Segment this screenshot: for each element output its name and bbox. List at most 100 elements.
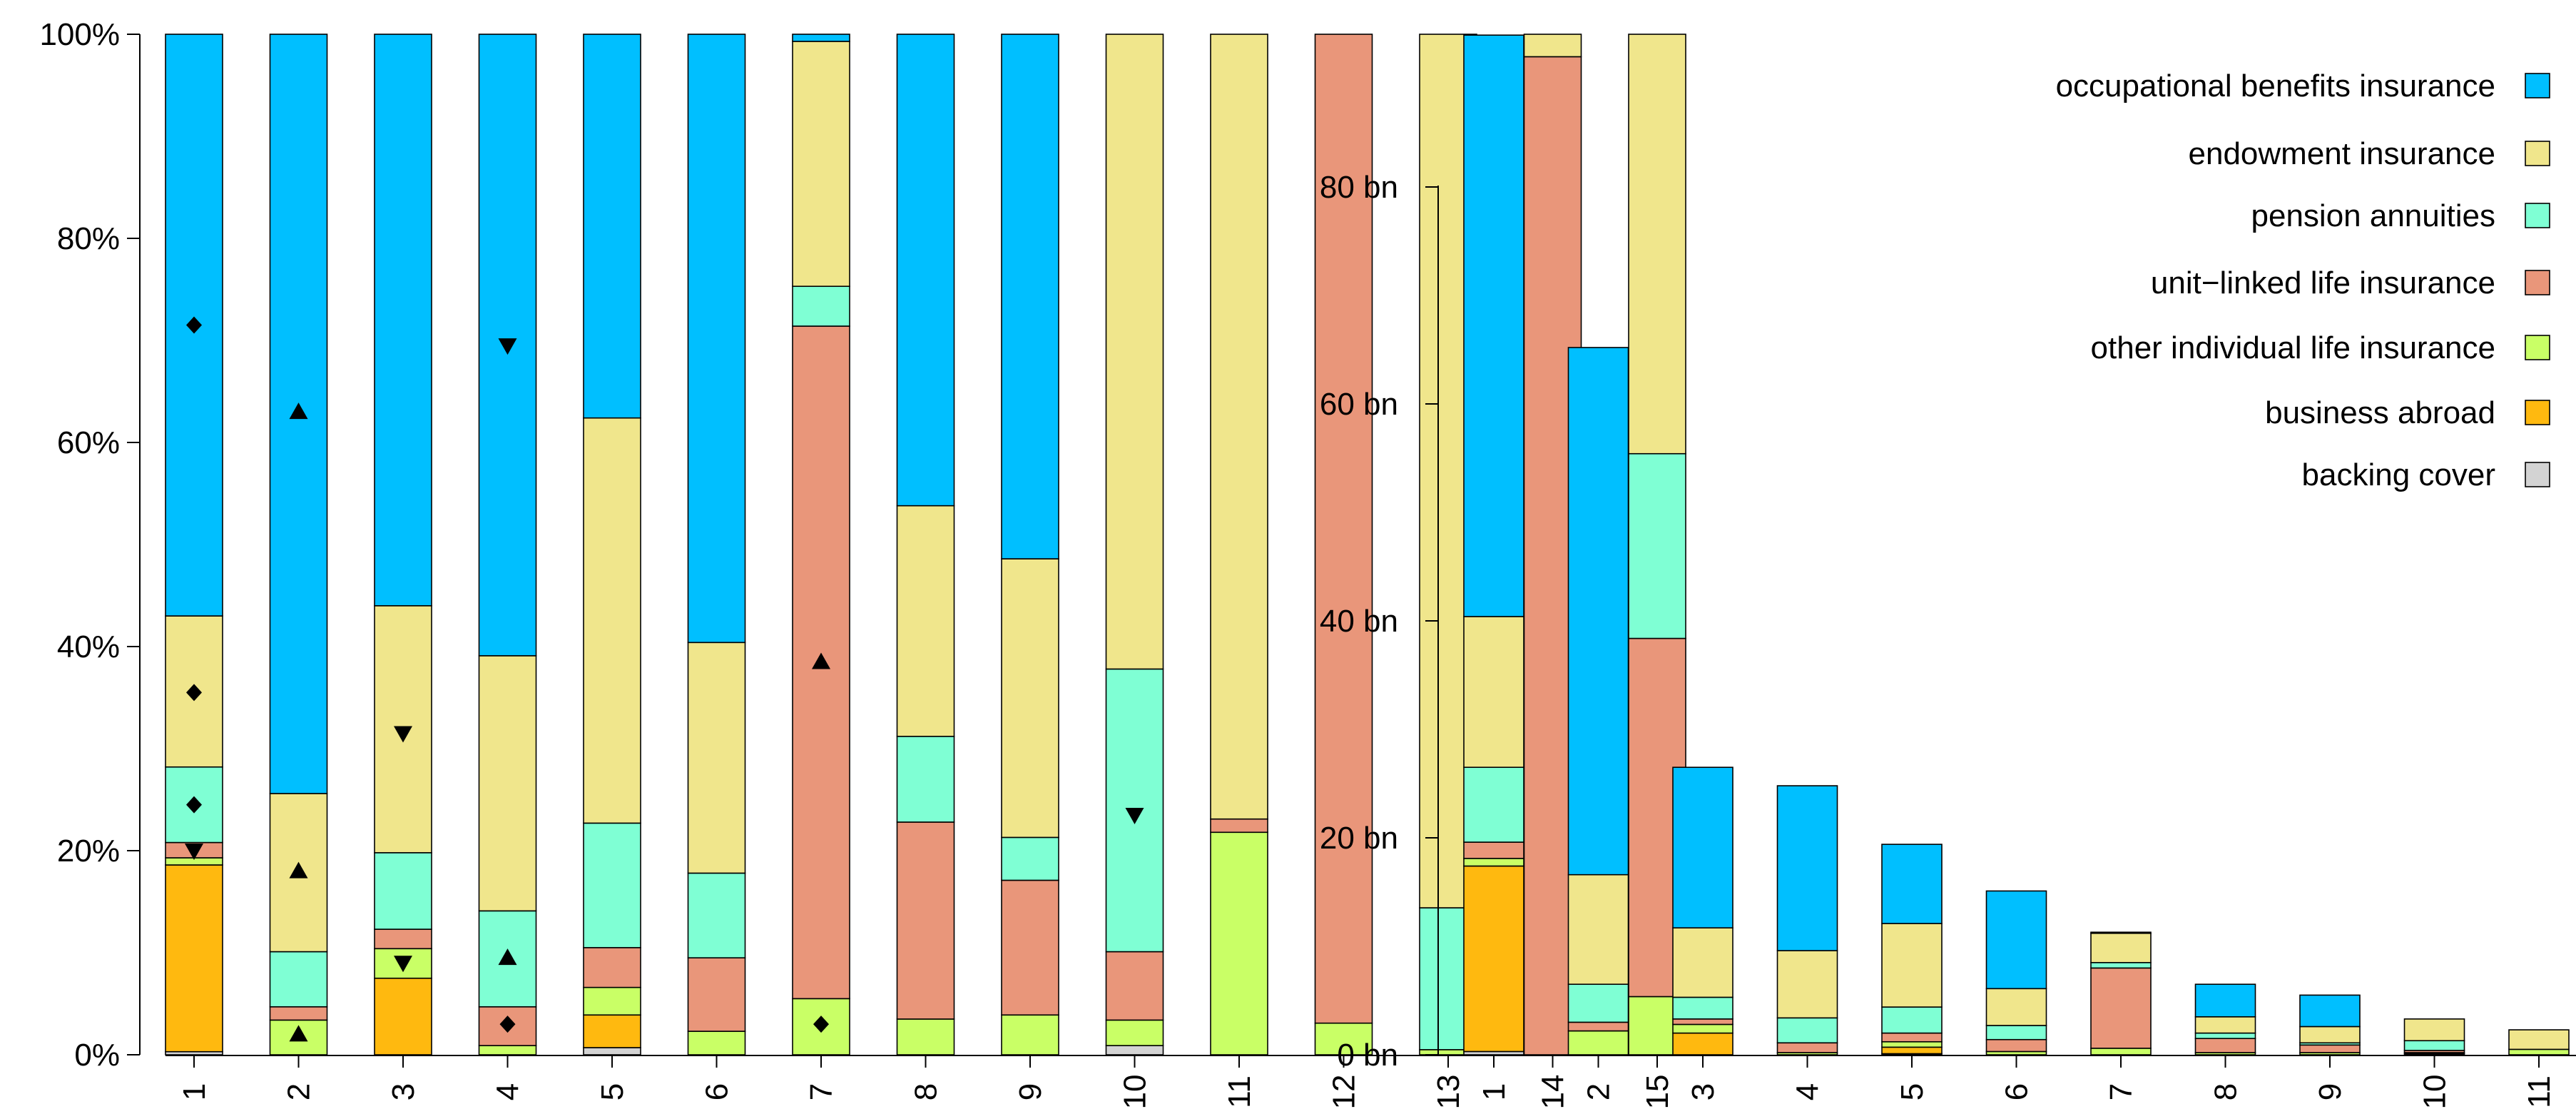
left-x-tick-label: 7: [804, 1083, 839, 1100]
marker-triangle-up-2: [289, 402, 308, 420]
legend-swatch-endowment-insurance: [2525, 141, 2550, 166]
left-bar-4-other-individual-life-insurance: [478, 1045, 537, 1055]
left-y-tick-label: 20%: [57, 834, 120, 869]
right-bar-3-occupational-benefits-insurance: [1672, 766, 1734, 928]
marker-diamond-1: [186, 796, 202, 814]
left-bar-8-unit-linked-life-insurance: [896, 821, 955, 1020]
left-bar-11-other-individual-life-insurance: [1210, 831, 1268, 1055]
legend-label-endowment-insurance: endowment insurance: [2189, 136, 2495, 171]
left-y-tick-label: 60%: [57, 425, 120, 460]
left-bar-6-unit-linked-life-insurance: [687, 957, 746, 1032]
left-x-tick-label: 10: [1118, 1075, 1153, 1110]
left-x-tick-label: 14: [1536, 1075, 1571, 1110]
marker-triangle-up-2: [289, 861, 308, 879]
left-bar-12-other-individual-life-insurance: [1314, 1022, 1373, 1055]
legend-swatch-occupational-benefits-insurance: [2525, 73, 2550, 98]
right-bar-4-endowment-insurance: [1776, 950, 1838, 1019]
left-x-tick-label: 2: [282, 1083, 317, 1100]
right-bar-2-endowment-insurance: [1567, 874, 1629, 986]
left-bar-3-unit-linked-life-insurance: [374, 928, 432, 950]
left-bar-7-endowment-insurance: [792, 41, 850, 288]
right-x-tick-label: 10: [2418, 1075, 2453, 1110]
left-bar-15-endowment-insurance: [1628, 34, 1686, 455]
right-x-tick-label: 8: [2209, 1083, 2244, 1100]
left-bar-15-pension-annuities: [1628, 452, 1686, 639]
left-chart-percent-composition: 0%20%40%60%80%100%1 2 3 4 5 6 7 8 9 10 11 12 13 14 15: [39, 17, 1686, 1109]
right-x-tick-label: 7: [2104, 1083, 2139, 1100]
right-bar-10-endowment-insurance: [2403, 1018, 2465, 1042]
left-bar-11-endowment-insurance: [1210, 34, 1268, 820]
left-bar-6-pension-annuities: [687, 872, 746, 958]
right-bar-5-other-individual-life-insurance: [1881, 1040, 1943, 1048]
left-bar-9-other-individual-life-insurance: [1001, 1014, 1059, 1055]
right-bar-6-endowment-insurance: [1985, 988, 2047, 1026]
left-x-tick-label: 9: [1013, 1083, 1048, 1100]
left-bar-8-pension-annuities: [896, 736, 955, 823]
right-bar-9-unit-linked-life-insurance: [2299, 1044, 2361, 1053]
left-bar-2-unit-linked-life-insurance: [269, 1006, 328, 1021]
right-bar-3-pension-annuities: [1672, 996, 1734, 1020]
marker-diamond-7: [813, 1016, 829, 1033]
left-bar-3-occupational-benefits-insurance: [374, 34, 432, 607]
right-x-tick-label: 5: [1895, 1083, 1930, 1100]
right-y-tick-label: 20 bn: [1320, 821, 1398, 856]
marker-diamond-1: [186, 316, 202, 334]
right-y-tick-label: 40 bn: [1320, 604, 1398, 639]
legend-label-pension-annuities: pension annuities: [2251, 198, 2495, 233]
right-x-tick-label: 3: [1686, 1083, 1721, 1100]
right-bar-8-unit-linked-life-insurance: [2194, 1038, 2256, 1053]
right-bar-7-endowment-insurance: [2090, 932, 2152, 963]
right-bar-2-other-individual-life-insurance: [1567, 1030, 1629, 1055]
right-x-tick-label: 11: [2522, 1075, 2557, 1108]
left-x-tick-label: 13: [1431, 1075, 1466, 1110]
right-bar-3-endowment-insurance: [1672, 927, 1734, 998]
legend-label-other-individual-life-insurance: other individual life insurance: [2091, 330, 2495, 365]
marker-triangle-down-1: [185, 844, 203, 860]
marker-triangle-down-10: [1125, 807, 1144, 824]
left-bar-6-endowment-insurance: [687, 642, 746, 874]
left-x-tick-label: 12: [1327, 1075, 1362, 1110]
right-x-tick-label: 1: [1477, 1083, 1512, 1100]
right-x-tick-label: 4: [1791, 1083, 1826, 1100]
right-bar-5-unit-linked-life-insurance: [1881, 1032, 1943, 1043]
left-bar-9-pension-annuities: [1001, 836, 1059, 881]
right-bar-5-endowment-insurance: [1881, 923, 1943, 1008]
left-bar-5-endowment-insurance: [583, 417, 641, 824]
left-bar-4-endowment-insurance: [478, 655, 537, 912]
left-x-tick-label: 5: [595, 1083, 630, 1100]
legend-swatch-business-abroad: [2525, 400, 2550, 425]
marker-triangle-up-2: [289, 1025, 308, 1042]
left-bar-5-backing-cover: [583, 1047, 641, 1055]
left-x-tick-label: 11: [1222, 1075, 1257, 1108]
left-bar-3-pension-annuities: [374, 852, 432, 930]
right-x-tick-label: 2: [1582, 1083, 1617, 1100]
left-bar-5-unit-linked-life-insurance: [583, 947, 641, 988]
left-bar-7-pension-annuities: [792, 285, 850, 327]
left-bar-6-occupational-benefits-insurance: [687, 34, 746, 644]
left-bar-14-endowment-insurance: [1523, 34, 1582, 58]
legend-label-backing-cover: backing cover: [2302, 457, 2495, 492]
right-bar-3-unit-linked-life-insurance: [1672, 1018, 1734, 1026]
left-y-tick-label: 0%: [74, 1038, 120, 1073]
marker-triangle-down-3: [394, 956, 412, 973]
right-bar-9-occupational-benefits-insurance: [2299, 994, 2361, 1028]
marker-triangle-down-3: [394, 726, 412, 743]
right-bar-8-endowment-insurance: [2194, 1016, 2256, 1034]
right-bar-3-business-abroad: [1672, 1032, 1734, 1055]
right-bar-10-pension-annuities: [2403, 1040, 2465, 1051]
legend-label-unit-linked-life-insurance: unit−linked life insurance: [2151, 265, 2495, 300]
right-bar-1-other-individual-life-insurance: [1463, 858, 1524, 867]
marker-triangle-up-4: [498, 948, 517, 966]
left-bar-7-occupational-benefits-insurance: [792, 34, 850, 42]
right-y-tick-label: 0 bn: [1337, 1038, 1398, 1073]
right-bar-1-endowment-insurance: [1463, 616, 1524, 768]
right-bar-8-occupational-benefits-insurance: [2194, 983, 2256, 1018]
right-bar-1-business-abroad: [1463, 865, 1524, 1053]
left-y-tick-label: 80%: [57, 221, 120, 256]
right-bar-7-occupational-benefits-insurance: [2090, 931, 2152, 934]
left-bar-10-other-individual-life-insurance: [1105, 1019, 1164, 1046]
left-bar-5-pension-annuities: [583, 822, 641, 948]
left-x-tick-label: 6: [700, 1083, 735, 1100]
legend-swatch-pension-annuities: [2525, 203, 2550, 228]
